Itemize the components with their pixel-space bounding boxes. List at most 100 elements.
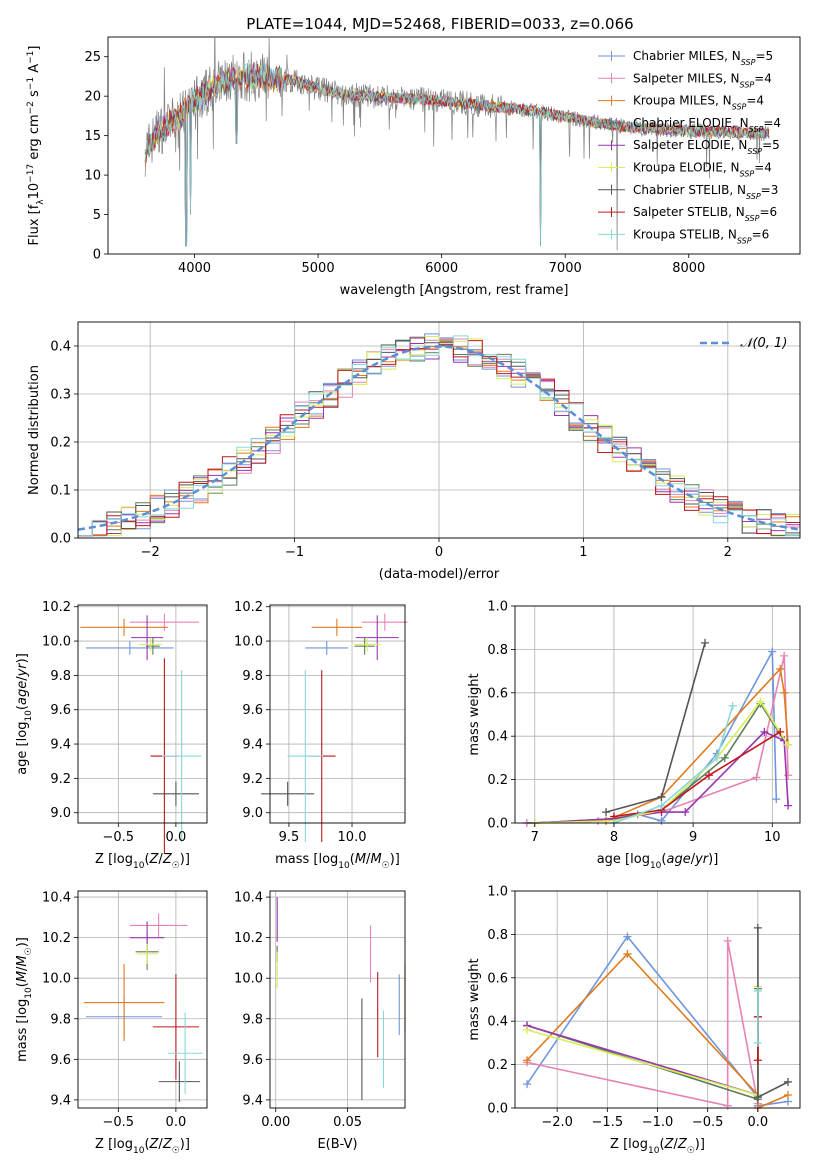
series-line: [757, 927, 789, 1099]
x-axis-label: Z [log10(Z/Z☉)]: [95, 1137, 190, 1156]
label-part: Z [log: [95, 1137, 133, 1152]
x-tick-label: 0.0: [166, 830, 187, 845]
y-tick-label: 9.2: [50, 772, 71, 787]
label-part: 10: [133, 861, 145, 871]
panel-age-vs-mass: 9.5 10.0 9.0 9.2 9.4 9.6 9.8 10.0 10.2 mass [log1…: [234, 600, 408, 871]
plot-area-weight-vs-Z: [523, 923, 792, 1112]
legend-nssp: =4: [754, 161, 772, 175]
y-tick-label: 9.4: [50, 1093, 71, 1108]
point-marker: [783, 1090, 792, 1099]
x-axis-label: (data-model)/error: [379, 567, 500, 582]
errorbar-salpeter-elodie: [130, 615, 164, 660]
point-marker: [681, 808, 690, 817]
legend-item: Salpeter MILES, NSSP=4: [598, 71, 772, 89]
label-part: )]: [390, 852, 400, 867]
point-marker: [753, 1093, 762, 1102]
legend-label: Salpeter ELODIE, NSSP=5: [633, 138, 780, 156]
point-marker: [756, 697, 765, 706]
x-axis-label: Z [log10(Z/Z☉)]: [610, 1137, 705, 1156]
label-part: 10: [338, 861, 350, 871]
x-axis-label: mass [log10(M/M☉)]: [275, 852, 400, 871]
errorbar-salpeter-miles: [362, 613, 408, 631]
label-part: 10: [24, 987, 34, 999]
histogram-chabrier-miles: [78, 333, 800, 537]
axes-frame: [77, 890, 208, 1109]
point-marker: [752, 773, 761, 782]
errorbar-chabrier-stelib: [152, 781, 199, 806]
label-part: ☉: [172, 1146, 180, 1156]
panel-residuals: −2 −1 0 1 2 0.0 0.1 0.2 0.3 0.4 (data-model)/error…: [27, 321, 801, 582]
legend-nssp: =6: [759, 205, 777, 219]
plot-area-residuals: [77, 333, 801, 537]
x-tick-label: −0.5: [103, 830, 135, 845]
y-tick-label: 1.0: [487, 885, 508, 900]
point-marker: [760, 727, 769, 736]
legend-model: Salpeter ELODIE, N: [633, 138, 747, 152]
label-part: −1: [26, 51, 36, 64]
x-tick-label: −0.5: [692, 1115, 724, 1130]
legend-model: Chabrier STELIB, N: [633, 183, 746, 197]
legend-item: Kroupa ELODIE, NSSP=4: [598, 161, 772, 178]
errorbar-kroupa-elodie: [136, 943, 158, 965]
y-tick-label: 9.2: [242, 772, 263, 787]
y-tick-label: 9.0: [242, 806, 263, 821]
y-tick-label: 9.6: [242, 703, 263, 718]
legend-label: 𝒩(0, 1): [740, 336, 787, 351]
label-part: )]: [15, 653, 30, 663]
point-marker: [704, 771, 713, 780]
point-marker: [753, 1038, 762, 1047]
label-part: −1: [26, 77, 36, 90]
point-marker: [753, 986, 762, 995]
label-part: Z [log: [95, 852, 133, 867]
x-axis-label: wavelength [Angstrom, rest frame]: [340, 283, 569, 298]
label-part: M: [355, 852, 366, 867]
y-tick-label: 0.1: [50, 484, 71, 499]
legend-sub: SSP: [740, 169, 755, 178]
y-tick-label: 9.8: [242, 669, 263, 684]
y-tick-label: 0.3: [50, 388, 71, 403]
errorbar-kroupa-stelib: [167, 1012, 203, 1094]
legend-sub: SSP: [740, 80, 755, 89]
legend-item: 𝒩(0, 1): [700, 336, 787, 351]
series-line: [613, 705, 734, 824]
x-tick-label: 0.00: [261, 1115, 290, 1130]
legend-sub: SSP: [746, 191, 761, 200]
label-part: ☉: [382, 861, 390, 871]
axes-frame: [514, 605, 801, 824]
legend-model: Chabrier ELODIE, N: [633, 116, 749, 130]
plot-area-weight-vs-age: [522, 638, 793, 827]
point-marker: [723, 936, 732, 945]
point-marker: [780, 651, 789, 660]
x-tick-label: 7: [531, 830, 539, 845]
y-tick-label: 10.2: [42, 931, 71, 946]
legend-sub: SSP: [745, 214, 760, 223]
y-tick-label: 0: [93, 248, 101, 263]
errorbar-chabrier-stelib: [261, 781, 315, 806]
plot-area-age-vs-mass: [261, 613, 408, 842]
axes-frame: [514, 890, 801, 1109]
y-tick-label: 10.0: [234, 972, 263, 987]
legend-model: Kroupa STELIB, N: [633, 227, 737, 241]
x-tick-label: 0.0: [748, 1115, 769, 1130]
y-tick-label: 10.0: [42, 972, 71, 987]
point-marker: [523, 1056, 532, 1065]
y-tick-label: 0.0: [50, 532, 71, 547]
legend-item: Kroupa MILES, NSSP=4: [598, 94, 764, 111]
y-tick-label: 0.4: [487, 730, 508, 745]
axes-frame: [269, 604, 406, 824]
point-marker: [657, 801, 666, 810]
y-tick-label: 9.8: [242, 1012, 263, 1027]
axes-frame: [107, 36, 801, 255]
label-part: Z: [162, 1137, 173, 1152]
y-tick-label: 10: [84, 169, 101, 184]
y-tick-label: 0.4: [50, 340, 71, 355]
y-axis-label: Normed distribution: [27, 365, 42, 495]
label-part: λ: [36, 199, 46, 205]
y-tick-label: 0.2: [487, 773, 508, 788]
legend-item: Kroupa STELIB, NSSP=6: [598, 227, 769, 245]
point-marker: [753, 1056, 762, 1065]
series-line: [613, 731, 781, 818]
model-spectrum-chabrier-stelib: [144, 65, 770, 247]
label-part: (: [350, 852, 355, 867]
